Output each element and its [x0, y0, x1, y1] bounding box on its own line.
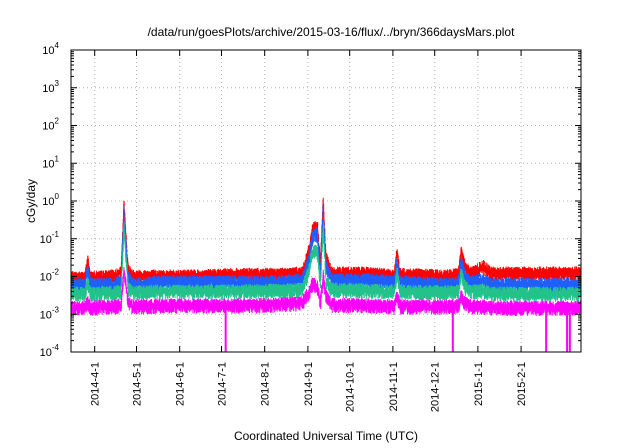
x-tick-label: 2015-2-1	[516, 362, 528, 406]
series-group	[70, 197, 582, 352]
x-tick-label: 2014-7-1	[216, 362, 228, 406]
x-tick-label: 2014-6-1	[175, 362, 187, 406]
y-tick-label: 104	[42, 41, 59, 57]
y-tick-label: 10-2	[40, 268, 60, 284]
chart-title: /data/run/goesPlots/archive/2015-03-16/f…	[148, 25, 516, 39]
x-tick-label: 2014-10-1	[345, 362, 357, 412]
x-tick-label: 2015-1-1	[473, 362, 485, 406]
y-tick-label: 10-4	[40, 343, 60, 359]
x-tick-label: 2014-9-1	[303, 362, 315, 406]
y-axis: 10-4 10-3 10-2 10-1 100 101 102 103 104	[40, 41, 581, 359]
x-axis: 2014-4-1 2014-5-1 2014-6-1 2014-7-1 2014-8-1…	[90, 50, 528, 412]
y-axis-label: cGy/day	[24, 179, 38, 223]
x-axis-label: Coordinated Universal Time (UTC)	[234, 429, 418, 443]
x-tick-label: 2014-5-1	[131, 362, 143, 406]
y-tick-label: 102	[42, 117, 59, 133]
x-tick-label: 2014-12-1	[430, 362, 442, 412]
x-tick-label: 2014-11-1	[388, 362, 400, 411]
x-tick-label: 2014-4-1	[90, 362, 102, 406]
y-tick-label: 103	[42, 79, 59, 95]
y-tick-label: 101	[42, 154, 59, 170]
y-tick-label: 10-1	[40, 230, 60, 246]
y-tick-label: 10-3	[40, 305, 60, 321]
x-tick-label: 2014-8-1	[260, 362, 272, 406]
y-tick-label: 100	[42, 192, 59, 208]
